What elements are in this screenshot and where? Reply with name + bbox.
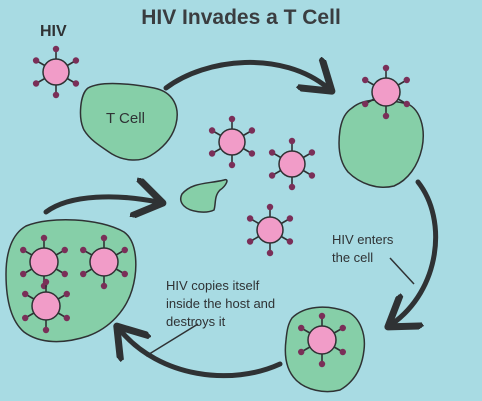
destroyed-cell-fragment (179, 178, 228, 213)
hiv-particle-legend (32, 45, 80, 99)
arrow-hiv-to-t-cell (163, 62, 328, 88)
hiv-enters-label: HIV enters the cell (332, 231, 393, 267)
hiv-copies-label: HIV copies itself inside the host and de… (166, 277, 275, 331)
hiv-label: HIV (40, 23, 67, 40)
pointer-enters-cell (389, 257, 415, 285)
arrow-copies-itself (120, 330, 283, 379)
t-cell-with-attached-hiv (338, 99, 424, 188)
hiv-particle-free (246, 203, 294, 257)
hiv-particle-free (208, 115, 256, 169)
hiv-copies-line-1: HIV copies itself (166, 278, 260, 293)
t-cell-label: T Cell (106, 110, 145, 127)
diagram-title: HIV Invades a T Cell (141, 6, 341, 29)
arrow-enters-cell (392, 179, 439, 324)
t-cell-shape (79, 82, 178, 161)
hiv-particle-inside-cell (298, 312, 346, 368)
hiv-enters-line-2: the cell (332, 250, 374, 265)
arrow-release-hiv (43, 197, 158, 212)
hiv-particle-copy (80, 234, 128, 290)
hiv-particle-copy (22, 278, 70, 334)
hiv-particle-copy (20, 234, 68, 290)
hiv-copies-line-3: destroys it (166, 314, 226, 329)
pointer-copies-itself (145, 323, 199, 357)
hiv-particle-free (268, 137, 316, 191)
hiv-enters-line-1: HIV enters (332, 232, 394, 247)
hiv-copies-line-2: inside the host and (166, 296, 276, 311)
hiv-particle-attached (362, 64, 410, 120)
host-cell-full-of-hiv (5, 219, 137, 343)
